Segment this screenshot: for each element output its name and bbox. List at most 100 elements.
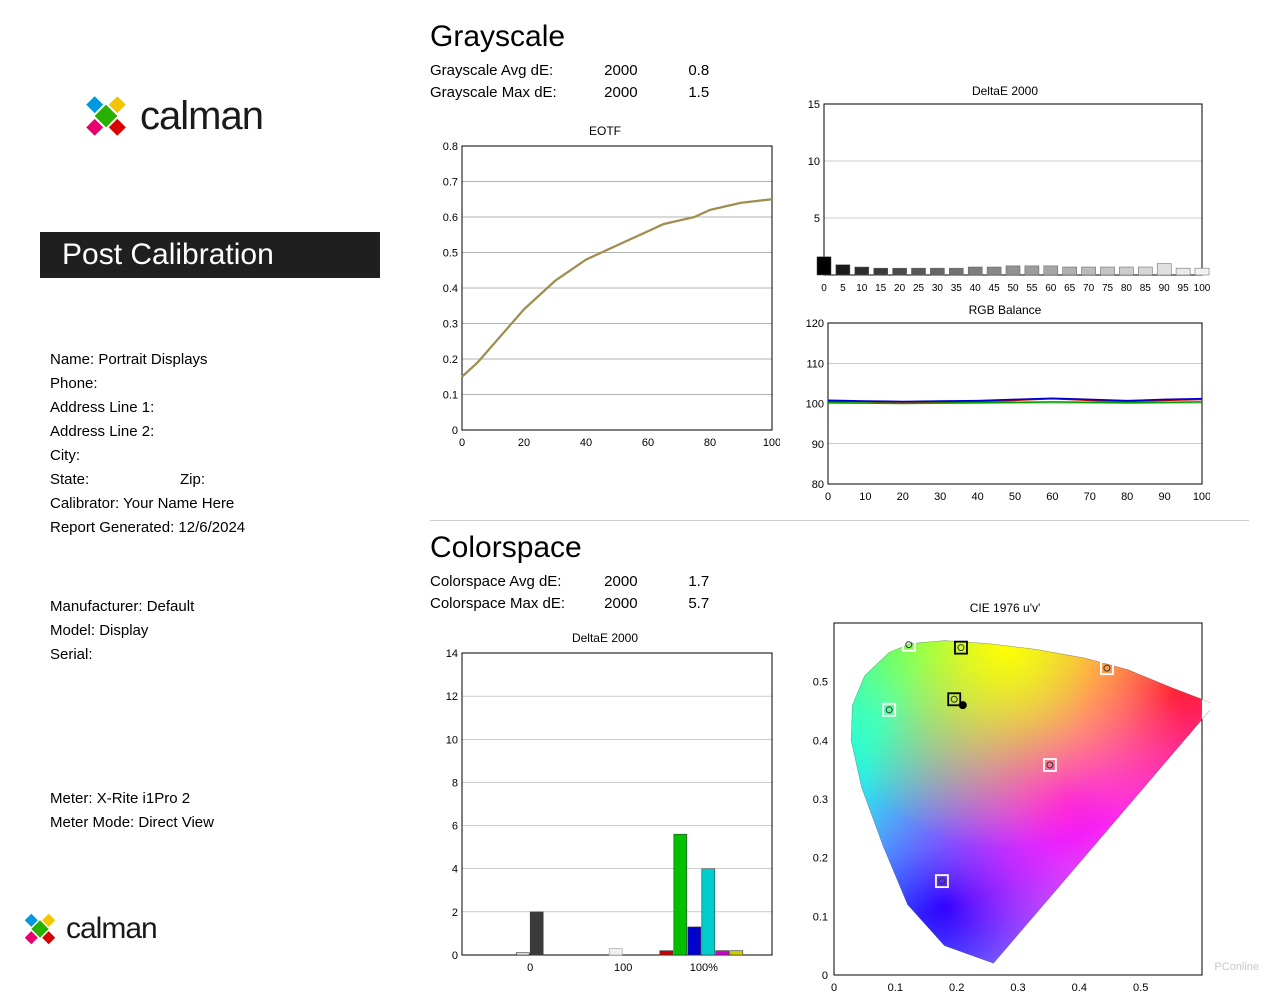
logo-footer: calman: [20, 909, 157, 949]
svg-text:35: 35: [951, 283, 963, 294]
svg-text:0.3: 0.3: [813, 794, 828, 806]
mode-label: Meter Mode:: [50, 814, 134, 831]
svg-text:0: 0: [459, 437, 465, 449]
svg-text:0.6: 0.6: [443, 212, 458, 224]
addr1-label: Address Line 1:: [50, 399, 154, 416]
cie-title: CIE 1976 u'v': [800, 601, 1210, 615]
grayscale-max-label: Grayscale Max dE:: [430, 82, 600, 104]
post-calibration-banner: Post Calibration: [40, 232, 380, 278]
svg-text:5: 5: [840, 283, 846, 294]
svg-text:6: 6: [452, 821, 458, 833]
eotf-chart: EOTF 00.10.20.30.40.50.60.70.80204060801…: [430, 124, 780, 504]
svg-text:15: 15: [808, 100, 820, 111]
svg-text:40: 40: [970, 283, 982, 294]
addr2-label: Address Line 2:: [50, 423, 154, 440]
watermark: PConline: [1214, 961, 1259, 973]
svg-text:0.2: 0.2: [949, 982, 964, 994]
colorspace-max-val: 5.7: [688, 593, 748, 615]
svg-text:80: 80: [1121, 283, 1133, 294]
svg-text:0.4: 0.4: [1072, 982, 1087, 994]
svg-text:30: 30: [932, 283, 944, 294]
customer-info: Name: Portrait Displays Phone: Address L…: [50, 348, 400, 540]
calibrator-label: Calibrator:: [50, 495, 119, 512]
svg-text:90: 90: [1159, 283, 1171, 294]
svg-text:100%: 100%: [690, 962, 718, 974]
svg-text:20: 20: [518, 437, 530, 449]
svg-text:80: 80: [812, 479, 824, 491]
svg-text:4: 4: [452, 864, 458, 876]
svg-text:0.5: 0.5: [443, 248, 458, 260]
svg-text:0.5: 0.5: [813, 677, 828, 689]
svg-text:0.3: 0.3: [1010, 982, 1025, 994]
logo-main: calman: [80, 90, 400, 142]
name-label: Name:: [50, 351, 94, 368]
meter-label: Meter:: [50, 790, 93, 807]
svg-text:10: 10: [446, 734, 458, 746]
report-value: 12/6/2024: [178, 519, 245, 536]
section-divider: [430, 520, 1249, 521]
svg-text:0.1: 0.1: [888, 982, 903, 994]
svg-text:2: 2: [452, 907, 458, 919]
rgb-balance-chart: RGB Balance 8090100110120010203040506070…: [800, 303, 1210, 504]
svg-text:100: 100: [763, 437, 780, 449]
grayscale-max-std: 2000: [604, 82, 684, 104]
svg-text:5: 5: [814, 213, 820, 225]
svg-text:100: 100: [1193, 491, 1210, 503]
svg-text:70: 70: [1084, 491, 1096, 503]
svg-text:0: 0: [527, 962, 533, 974]
cs-deltae-title: DeltaE 2000: [430, 631, 780, 645]
svg-text:110: 110: [806, 358, 824, 370]
grayscale-avg-std: 2000: [604, 60, 684, 82]
svg-text:0: 0: [831, 982, 837, 994]
svg-text:0.5: 0.5: [1133, 982, 1148, 994]
state-label: State:: [50, 468, 180, 492]
right-panel: Grayscale Grayscale Avg dE: 2000 0.8 Gra…: [420, 0, 1269, 979]
colorspace-title: Colorspace: [430, 531, 1249, 565]
svg-text:30: 30: [934, 491, 946, 503]
grayscale-title: Grayscale: [430, 20, 1249, 54]
svg-text:50: 50: [1007, 283, 1019, 294]
calman-logo-icon: [20, 909, 60, 949]
svg-text:0: 0: [821, 283, 827, 294]
svg-text:75: 75: [1102, 283, 1114, 294]
svg-text:14: 14: [446, 648, 458, 660]
name-value: Portrait Displays: [98, 351, 207, 368]
svg-text:60: 60: [642, 437, 654, 449]
colorspace-max-label: Colorspace Max dE:: [430, 593, 600, 615]
svg-text:80: 80: [1121, 491, 1133, 503]
svg-text:80: 80: [704, 437, 716, 449]
model-value: Display: [99, 622, 148, 639]
colorspace-avg-row: Colorspace Avg dE: 2000 1.7: [430, 571, 1249, 593]
svg-text:25: 25: [913, 283, 925, 294]
left-panel: calman Post Calibration Name: Portrait D…: [0, 0, 420, 979]
grayscale-avg-val: 0.8: [688, 60, 748, 82]
svg-text:100: 100: [806, 399, 824, 411]
svg-text:0.2: 0.2: [443, 354, 458, 366]
manufacturer-label: Manufacturer:: [50, 598, 143, 615]
deltae-gray-title: DeltaE 2000: [800, 84, 1210, 98]
grayscale-avg-row: Grayscale Avg dE: 2000 0.8: [430, 60, 1249, 82]
logo-footer-text: calman: [66, 912, 157, 946]
rgb-balance-title: RGB Balance: [800, 303, 1210, 317]
svg-text:0.3: 0.3: [443, 319, 458, 331]
svg-text:45: 45: [989, 283, 1001, 294]
phone-label: Phone:: [50, 375, 98, 392]
svg-text:0.1: 0.1: [813, 911, 828, 923]
svg-text:8: 8: [452, 777, 458, 789]
svg-text:85: 85: [1140, 283, 1152, 294]
grayscale-max-val: 1.5: [688, 82, 748, 104]
logo-text: calman: [140, 94, 263, 139]
colorspace-avg-std: 2000: [604, 571, 684, 593]
svg-text:12: 12: [446, 691, 458, 703]
deltae-gray-chart: DeltaE 2000 5101505101520253035404550556…: [800, 84, 1210, 295]
svg-text:70: 70: [1083, 283, 1095, 294]
city-label: City:: [50, 447, 80, 464]
svg-text:0.4: 0.4: [813, 735, 828, 747]
svg-text:60: 60: [1045, 283, 1057, 294]
eotf-chart-title: EOTF: [430, 124, 780, 138]
colorspace-avg-label: Colorspace Avg dE:: [430, 571, 600, 593]
svg-text:65: 65: [1064, 283, 1076, 294]
calibrator-value: Your Name Here: [123, 495, 234, 512]
manufacturer-value: Default: [147, 598, 195, 615]
svg-text:15: 15: [875, 283, 887, 294]
